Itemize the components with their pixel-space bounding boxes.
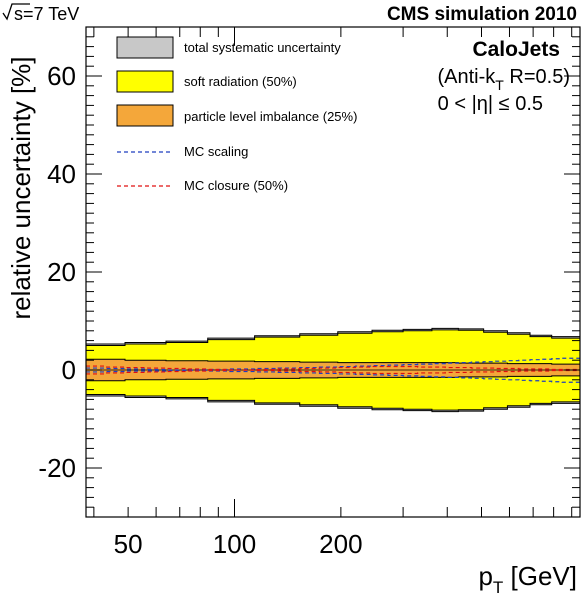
x-tick-label: 100 [213,529,256,559]
imbalance-band-upper-edge [86,358,580,365]
energy-text: s=7 TeV [14,4,79,24]
mc-closure-line-lower [86,369,580,375]
uncertainty-bands [86,327,580,413]
imbalance-band-lower-edge [86,375,580,382]
total-uncertainty-band-upper-edge [86,327,580,345]
legend-entry-soft-radiation: soft radiation (50%) [116,70,297,93]
y-tick-label: 60 [47,61,76,91]
jet-annotation: CaloJets (Anti-kT R=0.5) 0 < |η| ≤ 0.5 [437,38,570,115]
legend-entry-total: total systematic uncertainty [116,36,341,59]
algorithm-label: (Anti-kT R=0.5) [437,66,570,93]
legend-label-imbalance: particle level imbalance (25%) [184,109,357,124]
legend-swatch-total [116,36,174,59]
soft-radiation-band-lower-edge [86,394,580,411]
eta-range-label: 0 < |η| ≤ 0.5 [438,93,543,115]
legend-entry-mc-scaling: MC scaling [117,144,248,159]
mc-scaling-line-lower [86,367,580,383]
legend-label-mc-scaling: MC scaling [184,144,248,159]
mc-closure-line-upper [86,365,580,371]
y-tick-label: 0 [62,355,76,385]
y-axis-title: relative uncertainty [%] [6,56,36,319]
soft-radiation-band-upper-edge [86,329,580,346]
legend: total systematic uncertainty soft radiat… [116,36,357,193]
y-tick-label: 20 [47,257,76,287]
energy-label: s=7 TeV [2,3,79,24]
total-uncertainty-band-lower-edge [86,395,580,413]
x-axis-title: pT [GeV] [478,561,577,597]
x-tick-label: 200 [319,529,362,559]
legend-label-soft-radiation: soft radiation (50%) [184,74,297,89]
legend-entry-imbalance: particle level imbalance (25%) [116,104,357,127]
y-axis-ticks: -20 0 20 40 60 [38,26,580,518]
legend-label-mc-closure: MC closure (50%) [184,178,288,193]
legend-swatch-soft-radiation [116,70,174,93]
legend-swatch-imbalance [116,104,174,127]
mc-dashed-lines [86,357,580,383]
x-axis-ticks: 50 100 200 [93,27,573,559]
mc-scaling-line-upper [86,357,580,373]
legend-entry-mc-closure: MC closure (50%) [117,178,288,193]
y-tick-label: 40 [47,159,76,189]
y-tick-label: -20 [38,453,76,483]
legend-label-total: total systematic uncertainty [184,40,341,55]
sqrt-symbol [2,3,30,21]
x-tick-label: 50 [114,529,143,559]
experiment-label: CMS simulation 2010 [387,4,577,25]
jet-type-label: CaloJets [472,38,560,61]
